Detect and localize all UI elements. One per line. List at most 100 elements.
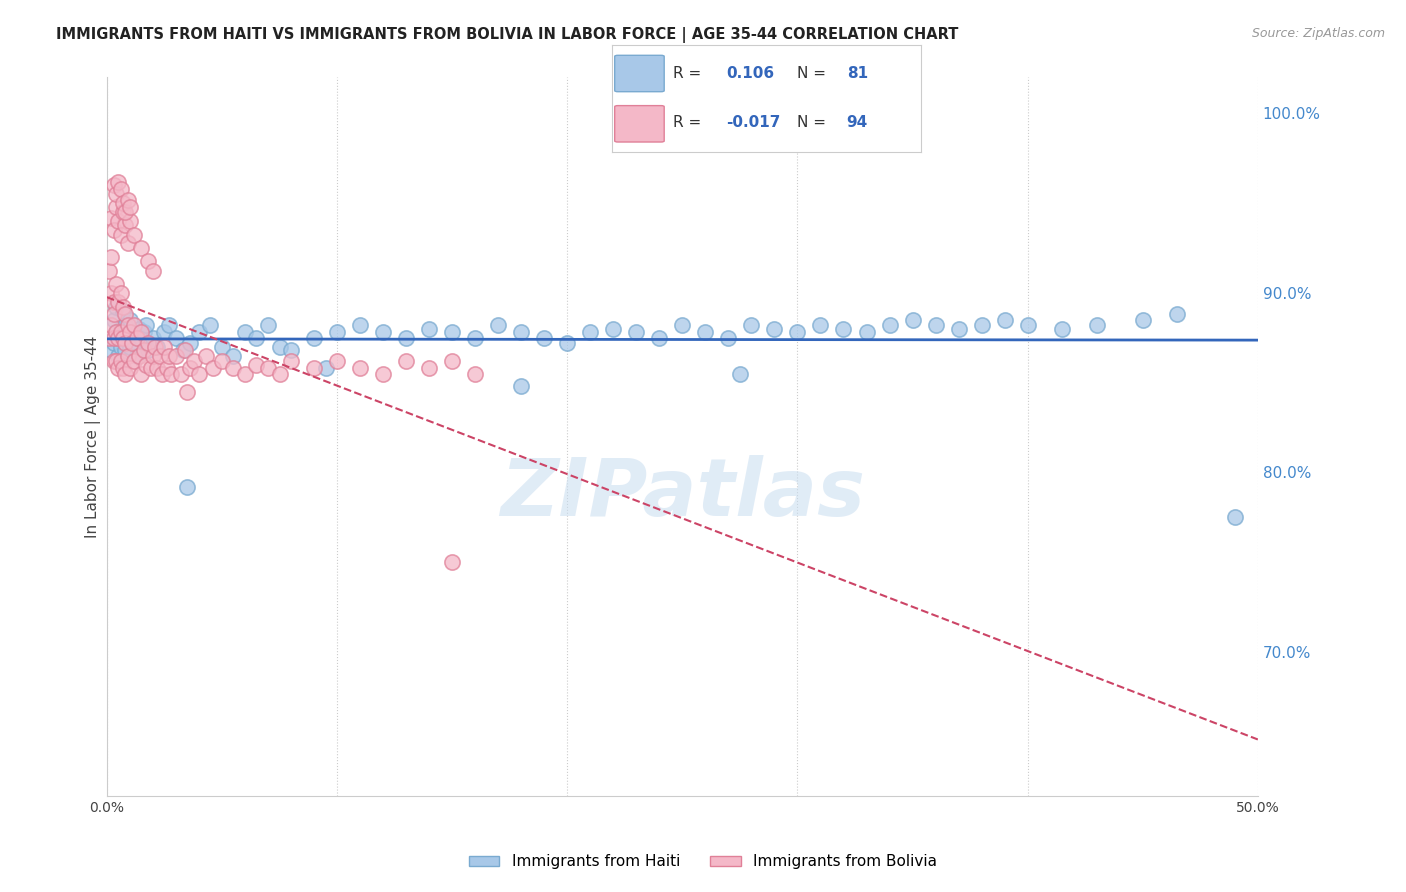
Point	[131, 331, 153, 345]
Point	[103, 336, 125, 351]
Point	[349, 361, 371, 376]
Point	[132, 343, 155, 358]
Point	[114, 367, 136, 381]
Point	[717, 331, 740, 345]
Point	[602, 322, 624, 336]
Text: IMMIGRANTS FROM HAITI VS IMMIGRANTS FROM BOLIVIA IN LABOR FORCE | AGE 35-44 CORR: IMMIGRANTS FROM HAITI VS IMMIGRANTS FROM…	[56, 27, 959, 43]
Point	[222, 361, 245, 376]
Point	[110, 326, 132, 340]
FancyBboxPatch shape	[614, 105, 664, 142]
Point	[510, 326, 533, 340]
Point	[441, 555, 464, 569]
Point	[103, 308, 125, 322]
Point	[110, 228, 132, 243]
Text: ZIPatlas: ZIPatlas	[501, 455, 865, 533]
Point	[110, 285, 132, 300]
Point	[349, 318, 371, 333]
Point	[187, 326, 209, 340]
Point	[970, 318, 993, 333]
Point	[172, 343, 194, 358]
Point	[107, 214, 129, 228]
Point	[994, 313, 1017, 327]
Point	[810, 318, 832, 333]
Point	[464, 367, 486, 381]
Point	[832, 322, 855, 336]
Point	[855, 326, 877, 340]
Point	[211, 340, 233, 354]
Text: 94: 94	[846, 115, 868, 130]
Point	[169, 367, 191, 381]
Point	[160, 367, 183, 381]
Point	[103, 313, 125, 327]
Point	[114, 308, 136, 322]
Point	[418, 361, 440, 376]
Text: R =: R =	[673, 115, 702, 130]
Point	[107, 361, 129, 376]
Point	[136, 343, 159, 358]
Point	[924, 318, 946, 333]
Point	[117, 318, 139, 333]
Point	[105, 200, 128, 214]
Point	[671, 318, 693, 333]
Point	[110, 354, 132, 368]
Point	[257, 361, 280, 376]
Point	[165, 331, 187, 345]
Point	[110, 322, 132, 336]
Point	[117, 193, 139, 207]
Point	[269, 340, 291, 354]
Point	[183, 354, 205, 368]
Point	[233, 367, 256, 381]
Point	[740, 318, 762, 333]
Point	[395, 354, 418, 368]
Point	[280, 343, 302, 358]
Point	[128, 349, 150, 363]
Point	[105, 326, 128, 340]
Point	[114, 205, 136, 219]
Point	[117, 331, 139, 345]
Point	[124, 354, 146, 368]
Point	[107, 175, 129, 189]
Point	[136, 253, 159, 268]
Point	[135, 318, 157, 333]
Text: 81: 81	[846, 66, 868, 81]
Point	[786, 326, 808, 340]
Text: R =: R =	[673, 66, 702, 81]
Point	[100, 250, 122, 264]
Point	[100, 211, 122, 225]
Point	[111, 331, 134, 345]
Point	[100, 343, 122, 358]
Point	[901, 313, 924, 327]
Point	[418, 322, 440, 336]
Point	[371, 367, 394, 381]
Point	[139, 361, 162, 376]
Point	[371, 326, 394, 340]
Point	[107, 294, 129, 309]
Point	[156, 361, 179, 376]
Point	[315, 361, 337, 376]
Point	[1166, 308, 1188, 322]
Point	[763, 322, 786, 336]
Point	[128, 322, 150, 336]
Point	[626, 326, 648, 340]
Point	[105, 326, 128, 340]
Point	[124, 228, 146, 243]
Point	[125, 349, 148, 363]
Point	[114, 343, 136, 358]
Point	[111, 304, 134, 318]
Point	[179, 361, 201, 376]
Point	[111, 361, 134, 376]
Point	[105, 187, 128, 202]
Point	[157, 349, 180, 363]
Point	[486, 318, 509, 333]
Point	[150, 367, 173, 381]
Point	[125, 331, 148, 345]
Point	[533, 331, 555, 345]
Point	[146, 361, 169, 376]
Point	[118, 313, 141, 327]
Point	[146, 340, 169, 354]
Point	[201, 361, 224, 376]
Point	[118, 214, 141, 228]
Text: N =: N =	[797, 115, 827, 130]
Point	[200, 318, 222, 333]
Point	[245, 331, 267, 345]
